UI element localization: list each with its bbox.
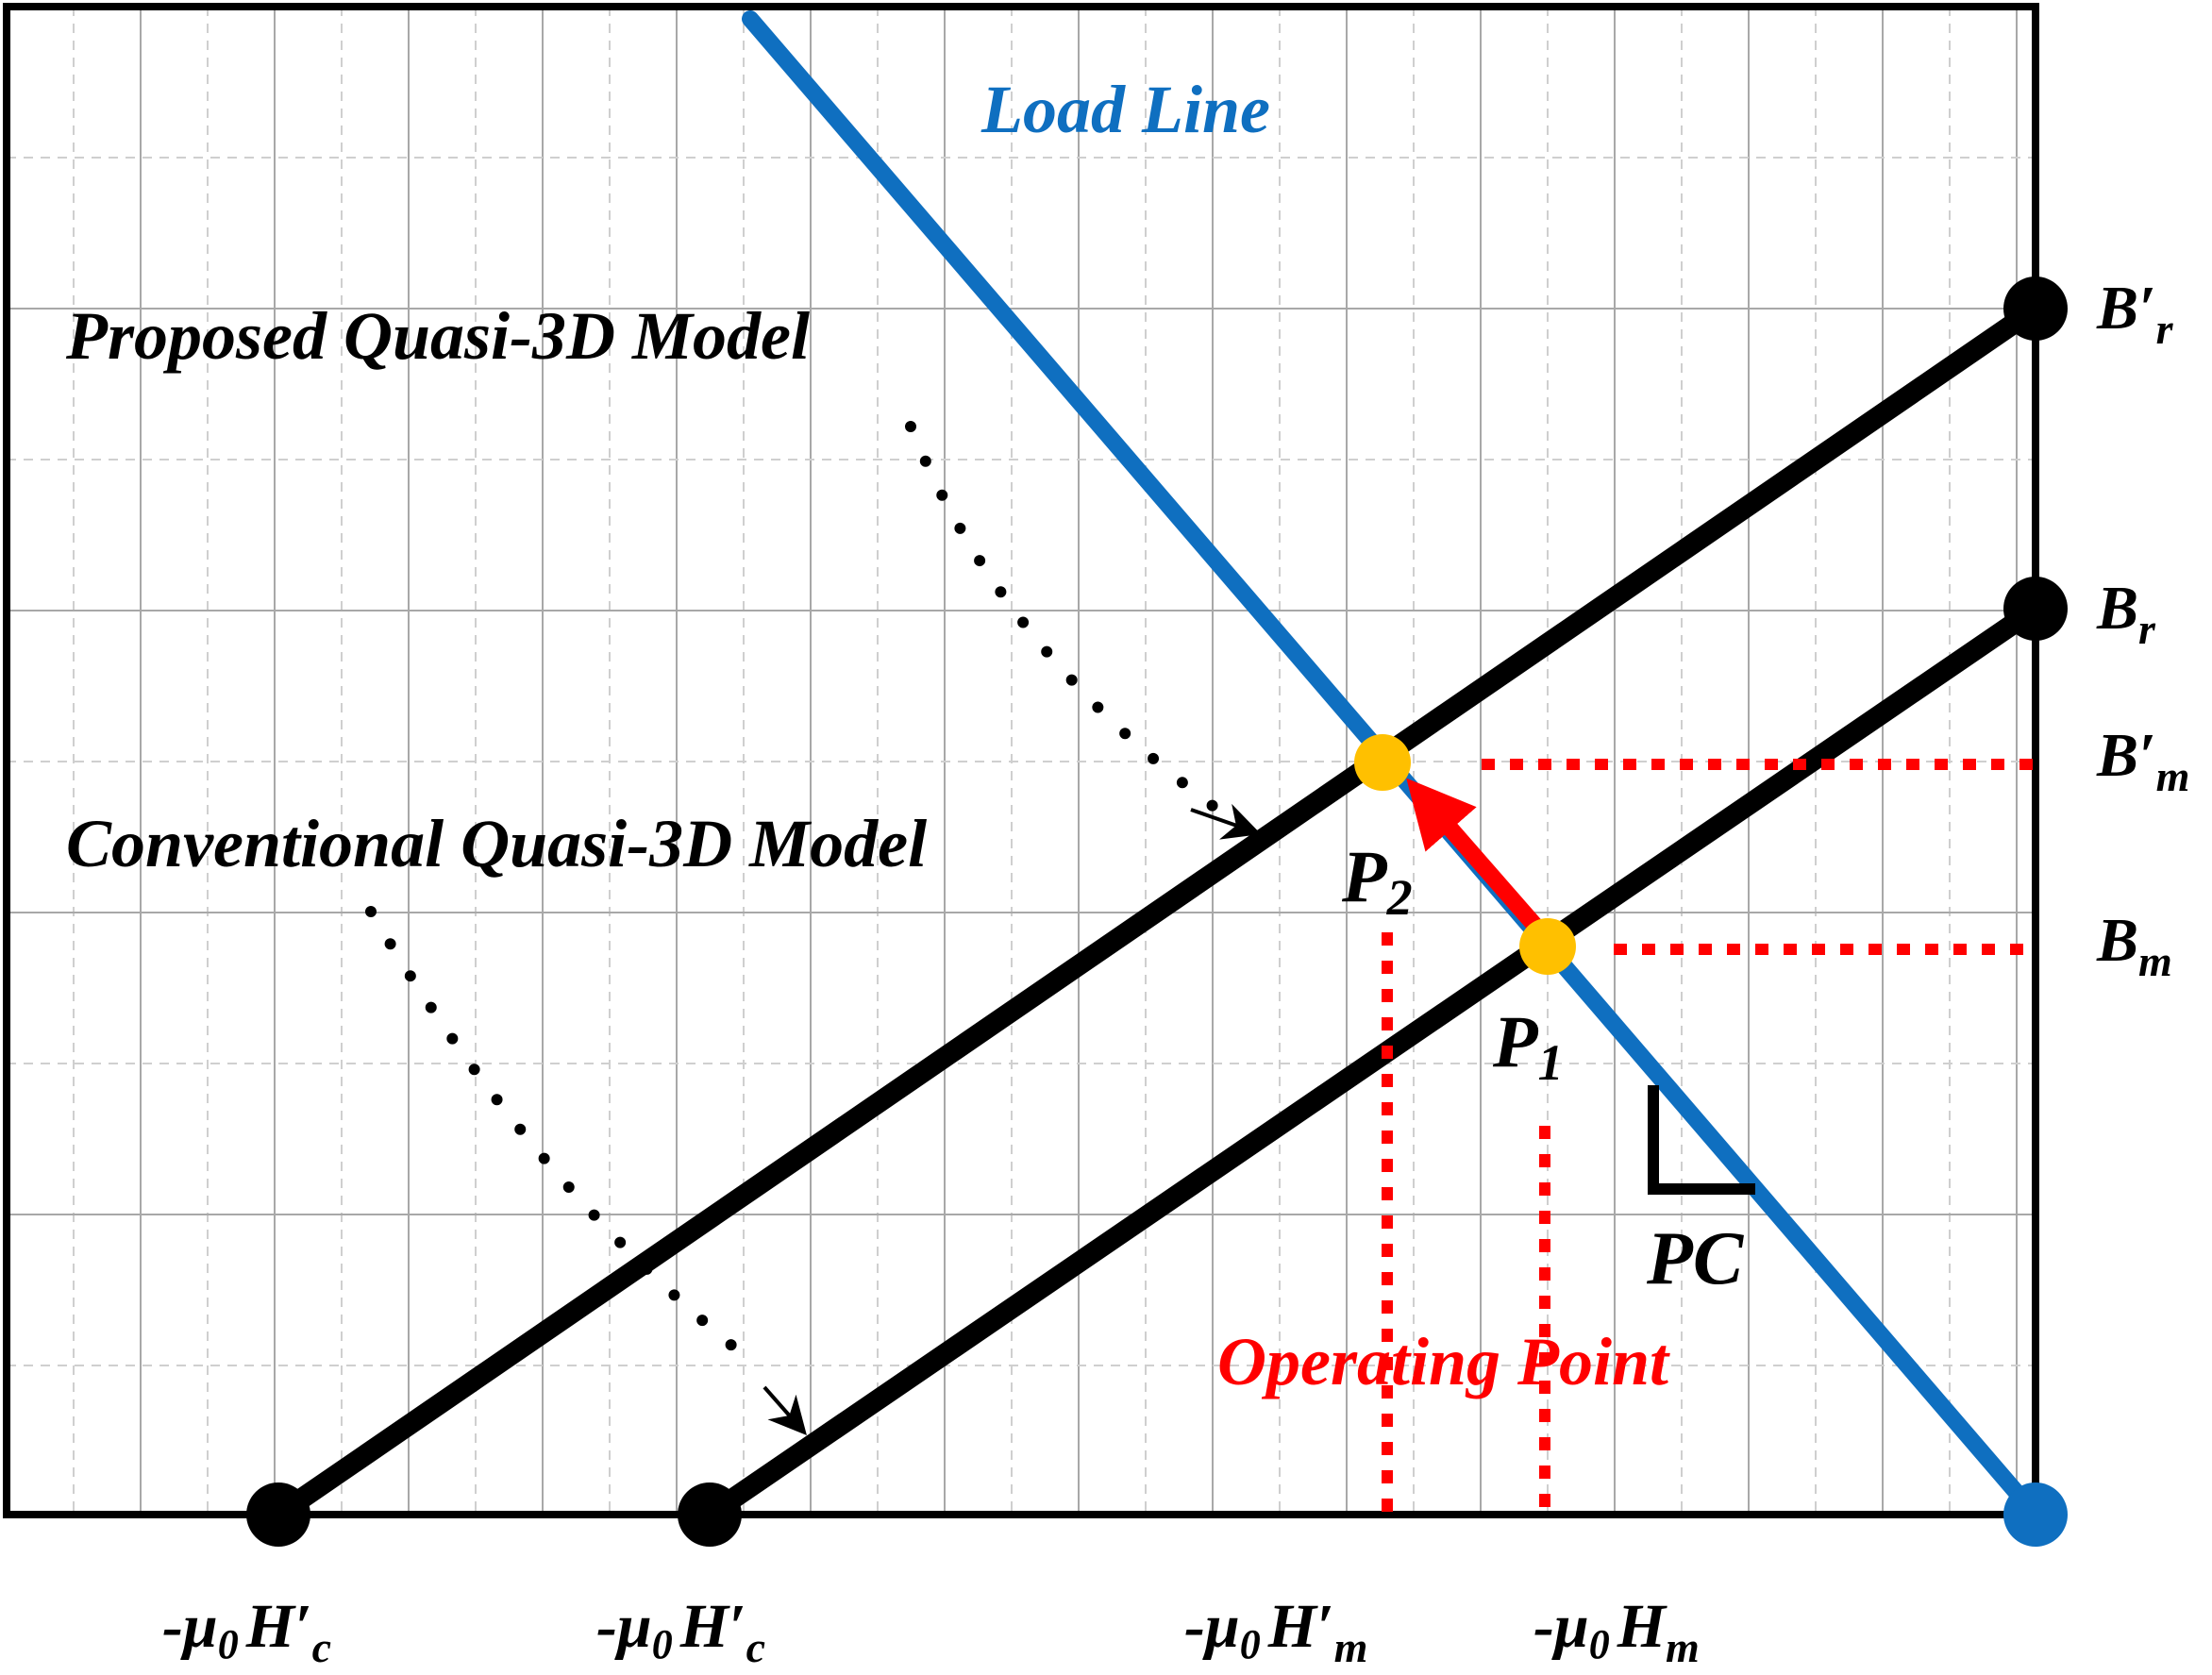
p1-marker	[1519, 918, 1576, 975]
p2-label: P2	[1341, 835, 1413, 926]
br-label: Br	[2096, 574, 2156, 653]
load-line-label: Load Line	[980, 72, 1270, 147]
proposed-model-label: Proposed Quasi-3D Model	[65, 298, 810, 374]
br-marker	[2003, 577, 2068, 641]
bm-label: Bm	[2096, 906, 2172, 985]
proposed-model-pointer	[905, 421, 1262, 840]
hm-label: -μ0 Hm	[1533, 1592, 1700, 1671]
conventional-model-label: Conventional Quasi-3D Model	[66, 806, 927, 881]
shift-arrow	[1406, 778, 1548, 938]
pc-label: PC	[1646, 1217, 1745, 1300]
hc-prime-2-label: -μ0 H′c	[596, 1592, 765, 1671]
bm-prime-label: B′m	[2096, 721, 2189, 800]
permeance-coefficient-angle	[1648, 1085, 1755, 1195]
p2-marker	[1354, 734, 1411, 791]
proposed-demagnetization-curve	[268, 298, 2046, 1525]
br-prime-marker	[2003, 276, 2068, 341]
hc-prime-1-label: -μ0 H′c	[162, 1592, 331, 1671]
hm-prime-label: -μ0 H′m	[1184, 1592, 1367, 1671]
hc-prime-1-marker	[246, 1482, 310, 1547]
plot-frame	[3, 3, 2039, 1518]
hc-prime-2-marker	[678, 1482, 742, 1547]
conventional-demagnetization-curve	[699, 598, 2046, 1525]
p1-label: P1	[1492, 1000, 1564, 1091]
operating-point-label: Operating Point	[1217, 1324, 1670, 1399]
br-prime-label: B′r	[2096, 274, 2174, 353]
load-line-origin-marker	[2003, 1482, 2068, 1547]
conventional-model-pointer	[365, 906, 807, 1436]
operating-point-guides	[1382, 759, 2036, 1515]
